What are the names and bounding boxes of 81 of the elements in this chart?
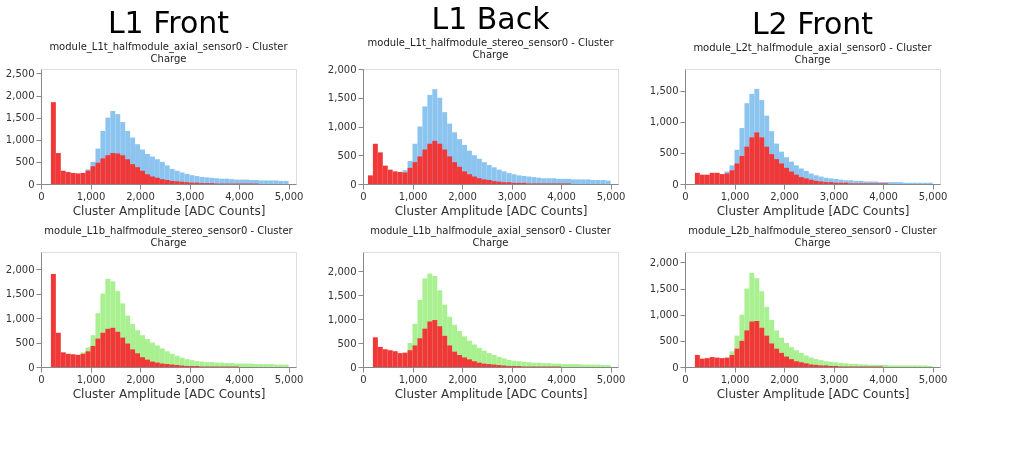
x-tick-label: 2,000 bbox=[770, 373, 799, 385]
y-tick-label: 1,500 bbox=[5, 112, 35, 124]
x-tick-label: 5,000 bbox=[274, 190, 304, 202]
chart-title: L1 Front bbox=[107, 5, 230, 41]
x-tick-label: 5,000 bbox=[918, 190, 948, 202]
x-tick-label: 4,000 bbox=[547, 190, 576, 202]
x-tick-label: 0 bbox=[682, 190, 689, 202]
y-tick-label: 2,000 bbox=[5, 263, 35, 275]
chart-title: module_L2b_halfmodule_stereo_sensor0 - Cluster Charge bbox=[688, 225, 938, 248]
y-tick-label: 2,000 bbox=[327, 265, 357, 277]
x-axis-title: Cluster Amplitude [ADC Counts] bbox=[72, 203, 266, 218]
x-axis-title: Cluster Amplitude [ADC Counts] bbox=[716, 386, 910, 401]
x-tick-label: 0 bbox=[360, 190, 367, 202]
y-tick-label: 1,000 bbox=[5, 134, 35, 146]
x-tick-label: 4,000 bbox=[869, 373, 898, 385]
y-tick-label: 1,000 bbox=[5, 312, 35, 324]
y-tick-label: 1,000 bbox=[327, 313, 357, 325]
y-tick-label: 0 bbox=[672, 361, 679, 373]
x-tick-label: 2,000 bbox=[448, 190, 477, 202]
y-tick-label: 1,500 bbox=[649, 283, 679, 295]
x-tick-label: 4,000 bbox=[869, 190, 898, 202]
y-tick-label: 2,500 bbox=[5, 67, 35, 79]
x-tick-label: 0 bbox=[38, 373, 45, 385]
y-tick-label: 1,000 bbox=[327, 121, 357, 132]
y-tick-label: 2,000 bbox=[327, 63, 357, 75]
x-axis-title: Cluster Amplitude [ADC Counts] bbox=[394, 386, 588, 401]
x-tick-label: 1,000 bbox=[76, 190, 106, 202]
x-tick-label: 2,000 bbox=[770, 190, 799, 202]
x-axis-title: Cluster Amplitude [ADC Counts] bbox=[716, 203, 910, 218]
chart-title: module_L1b_halfmodule_stereo_sensor0 - Cluster Charge bbox=[44, 225, 294, 248]
x-tick-label: 5,000 bbox=[596, 190, 626, 202]
y-tick-label: 500 bbox=[659, 335, 679, 347]
y-tick-label: 500 bbox=[15, 337, 35, 349]
x-tick-label: 0 bbox=[682, 373, 689, 385]
y-tick-label: 500 bbox=[15, 156, 35, 168]
x-tick-label: 3,000 bbox=[497, 190, 527, 202]
y-tick-label: 0 bbox=[672, 178, 679, 190]
x-tick-label: 3,000 bbox=[497, 373, 527, 385]
x-tick-label: 4,000 bbox=[225, 190, 254, 202]
y-tick-label: 2,000 bbox=[5, 90, 35, 102]
x-tick-label: 4,000 bbox=[225, 373, 254, 385]
x-tick-label: 0 bbox=[360, 373, 367, 385]
x-tick-label: 2,000 bbox=[126, 190, 155, 202]
x-tick-label: 1,000 bbox=[720, 190, 750, 202]
y-tick-label: 500 bbox=[337, 337, 357, 349]
y-tick-label: 0 bbox=[28, 361, 35, 373]
x-tick-label: 2,000 bbox=[448, 373, 477, 385]
y-tick-label: 1,500 bbox=[5, 288, 35, 300]
y-tick-label: 1,500 bbox=[327, 92, 357, 104]
x-tick-label: 1,000 bbox=[76, 373, 106, 385]
y-tick-label: 500 bbox=[337, 149, 357, 161]
x-tick-label: 0 bbox=[38, 190, 45, 202]
x-tick-label: 3,000 bbox=[175, 190, 205, 202]
y-tick-label: 1,500 bbox=[327, 289, 357, 301]
x-tick-label: 3,000 bbox=[819, 373, 849, 385]
x-tick-label: 1,000 bbox=[398, 373, 428, 385]
y-tick-label: 2,000 bbox=[649, 256, 679, 268]
chart-title: L2 Front bbox=[751, 6, 874, 41]
chart-title: module_L1b_halfmodule_axial_sensor0 - Cluster Charge bbox=[370, 225, 612, 248]
x-axis-title: Cluster Amplitude [ADC Counts] bbox=[394, 203, 588, 218]
y-tick-label: 0 bbox=[350, 178, 357, 190]
x-tick-label: 2,000 bbox=[126, 373, 155, 385]
x-tick-label: 5,000 bbox=[596, 373, 626, 385]
y-tick-label: 500 bbox=[659, 147, 679, 159]
x-tick-label: 4,000 bbox=[547, 373, 576, 385]
x-tick-label: 3,000 bbox=[819, 190, 849, 202]
chart-subtitle: module_L2t_halfmodule_axial_sensor0 - Cluster Charge bbox=[693, 42, 933, 65]
y-tick-label: 1,000 bbox=[649, 116, 679, 128]
y-tick-label: 1,000 bbox=[649, 309, 679, 321]
x-tick-label: 1,000 bbox=[720, 373, 750, 385]
chart-subtitle: module_L1t_halfmodule_stereo_sensor0 - Cluster Charge bbox=[367, 37, 615, 60]
x-tick-label: 3,000 bbox=[175, 373, 205, 385]
y-tick-label: 0 bbox=[350, 361, 357, 373]
x-tick-label: 5,000 bbox=[918, 373, 948, 385]
y-tick-label: 0 bbox=[28, 178, 35, 190]
chart-subtitle: module_L1t_halfmodule_axial_sensor0 - Cluster Charge bbox=[49, 41, 289, 65]
x-axis-title: Cluster Amplitude [ADC Counts] bbox=[72, 386, 266, 401]
x-tick-label: 5,000 bbox=[274, 373, 304, 385]
chart-title: L1 Back bbox=[431, 1, 551, 36]
y-tick-label: 1,500 bbox=[649, 85, 679, 97]
x-tick-label: 1,000 bbox=[398, 190, 428, 202]
